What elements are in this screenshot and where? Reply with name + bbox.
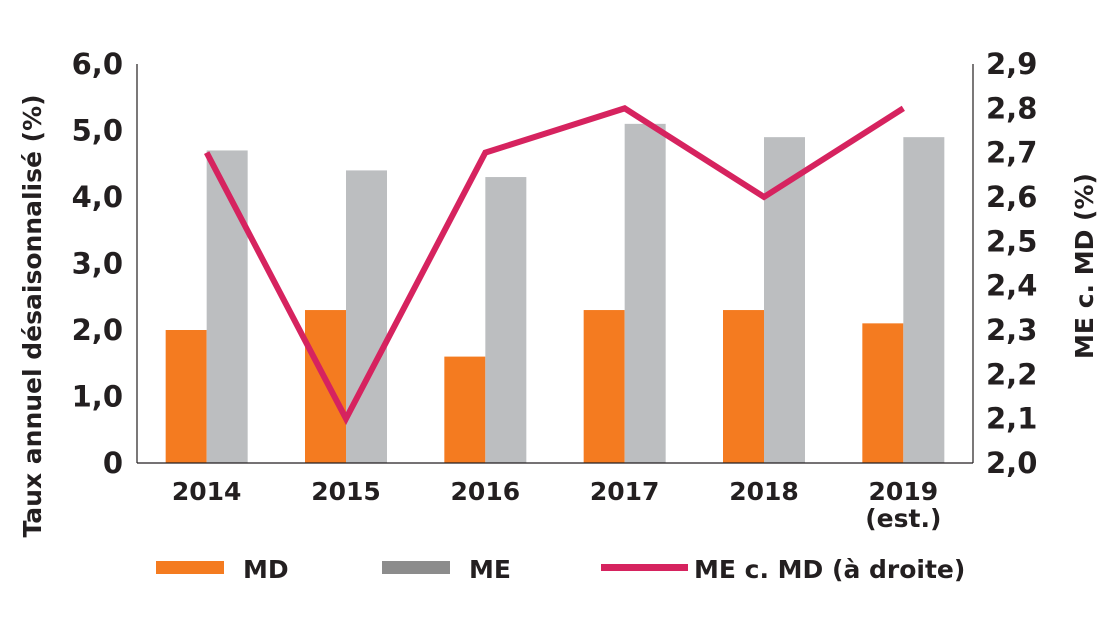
y-tick-label: 2,0 — [72, 313, 123, 347]
y-tick-label: 1,0 — [72, 380, 123, 414]
legend-swatch-md — [156, 561, 224, 574]
y-tick-label: 0 — [103, 446, 123, 480]
bar-me-2015 — [346, 170, 387, 463]
legend-label: MD — [243, 555, 289, 584]
y-tick-label: 3,0 — [72, 247, 123, 281]
y2-tick-label: 2,6 — [986, 180, 1037, 214]
y2-tick-label: 2,2 — [986, 357, 1037, 391]
bar-md-2019 — [862, 323, 903, 463]
y2-tick-label: 2,9 — [986, 47, 1037, 81]
bar-md-2014 — [166, 330, 207, 463]
y-tick-label: 5,0 — [72, 114, 123, 148]
legend: MD ME ME c. MD (à droite) — [156, 555, 965, 584]
x-tick-sublabel: (est.) — [865, 504, 941, 533]
y2-axis-title: ME c. MD (%) — [1070, 173, 1099, 359]
x-tick-label-2016: 2016 — [451, 477, 521, 506]
y2-tick-label: 2,1 — [986, 402, 1037, 436]
legend-label: ME — [469, 555, 511, 584]
y-axis-title: Taux annuel désaisonnalisé (%) — [18, 94, 47, 537]
bar-md-2018 — [723, 310, 764, 463]
x-tick-label-2014: 2014 — [172, 477, 242, 506]
y2-tick-label: 2,8 — [986, 91, 1037, 125]
bar-md-2015 — [305, 310, 346, 463]
bar-me-2016 — [485, 177, 526, 463]
y2-tick-label: 2,7 — [986, 136, 1037, 170]
y2-tick-label: 2,3 — [986, 313, 1037, 347]
bar-md-2017 — [584, 310, 625, 463]
legend-label: ME c. MD (à droite) — [694, 555, 965, 584]
y-tick-label: 4,0 — [72, 180, 123, 214]
x-tick-label-2018: 2018 — [729, 477, 799, 506]
y2-tick-label: 2,0 — [986, 446, 1037, 480]
bar-me-2019 — [903, 137, 944, 463]
x-tick-label-2019: 2019 — [869, 477, 939, 506]
bar-me-2017 — [625, 124, 666, 463]
legend-swatch-me — [382, 561, 450, 574]
legend-swatch-line — [601, 564, 688, 571]
y-tick-label: 6,0 — [72, 47, 123, 81]
x-tick-label-2015: 2015 — [311, 477, 381, 506]
bar-md-2016 — [444, 357, 485, 463]
y2-tick-label: 2,4 — [986, 269, 1037, 303]
x-tick-label-2017: 2017 — [590, 477, 660, 506]
y2-tick-label: 2,5 — [986, 224, 1037, 258]
